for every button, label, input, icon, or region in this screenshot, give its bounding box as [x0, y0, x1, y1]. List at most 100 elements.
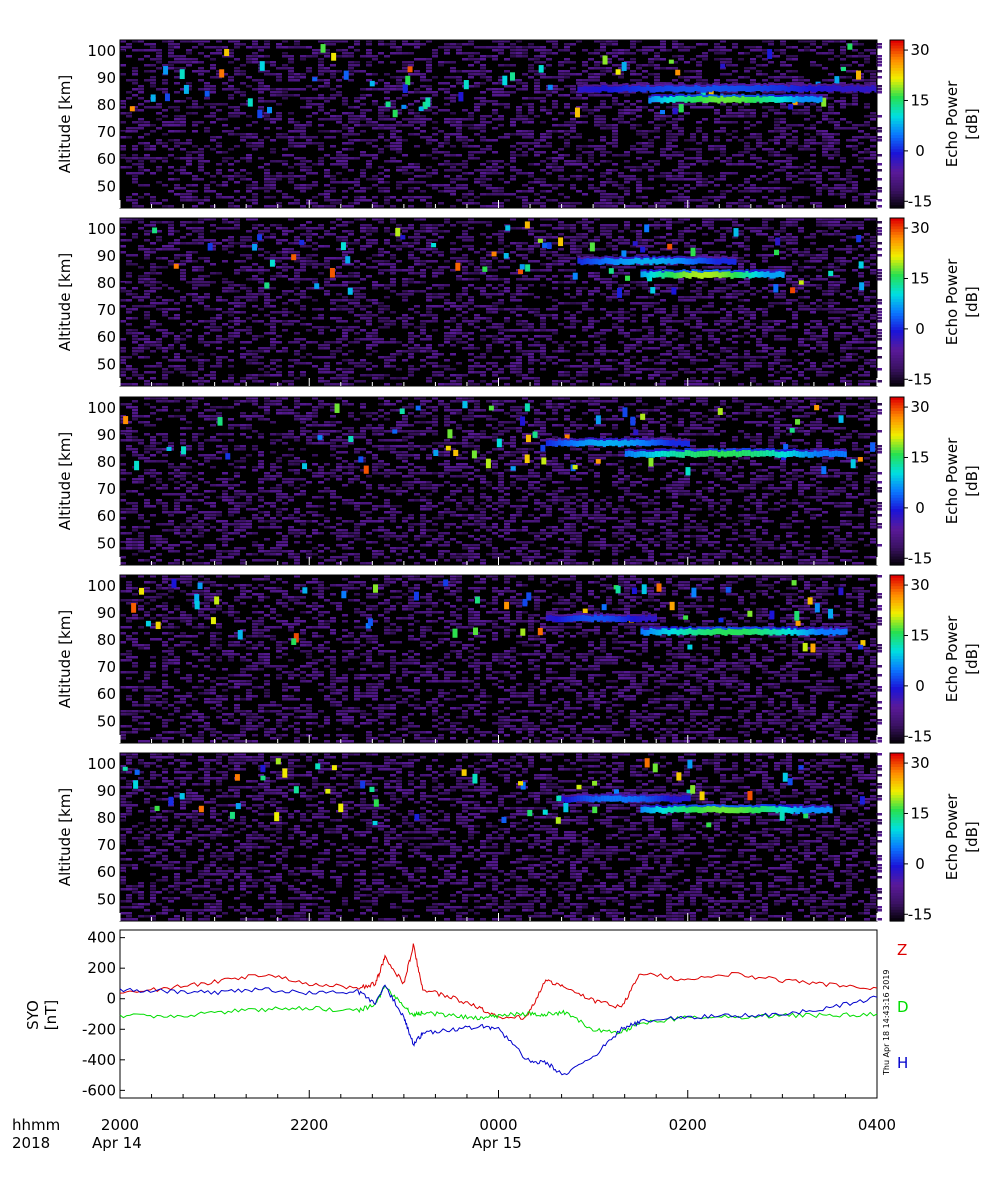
noise-cell	[264, 175, 270, 178]
noise-cell	[846, 260, 852, 263]
noise-cell	[534, 260, 540, 263]
noise-cell	[144, 233, 150, 236]
noise-cell	[750, 287, 756, 290]
noise-cell	[876, 55, 882, 58]
echo-layer-edge	[757, 82, 761, 85]
noise-cell	[534, 46, 540, 49]
noise-cell	[288, 299, 294, 302]
noise-cell	[552, 254, 558, 257]
noise-cell	[126, 46, 132, 49]
noise-cell	[810, 91, 816, 94]
noise-cell	[864, 136, 870, 139]
noise-cell	[288, 248, 294, 251]
noise-cell	[144, 154, 150, 157]
noise-cell	[540, 169, 546, 172]
noise-cell	[684, 196, 690, 199]
noise-cell	[294, 187, 300, 190]
noise-cell	[228, 290, 234, 293]
echo-layer-edge	[685, 84, 689, 87]
noise-cell	[534, 85, 540, 88]
noise-cell	[378, 272, 384, 275]
noise-cell	[564, 281, 570, 284]
noise-cell	[552, 263, 558, 266]
noise-cell	[678, 46, 684, 49]
noise-cell	[150, 287, 156, 290]
noise-cell	[324, 193, 330, 196]
noise-cell	[642, 242, 648, 245]
noise-cell	[684, 139, 690, 142]
noise-cell	[738, 242, 744, 245]
noise-cell	[876, 163, 882, 166]
noise-cell	[612, 103, 618, 106]
noise-cell	[414, 88, 420, 91]
noise-cell	[312, 142, 318, 145]
noise-cell	[168, 43, 174, 46]
noise-cell	[414, 257, 420, 260]
noise-cell	[870, 79, 876, 82]
noise-cell	[702, 118, 708, 121]
noise-cell	[636, 130, 642, 133]
noise-cell	[786, 157, 792, 160]
noise-cell	[258, 79, 264, 82]
noise-cell	[138, 205, 144, 208]
noise-cell	[636, 190, 642, 193]
echo-spike	[509, 72, 515, 81]
noise-cell	[336, 157, 342, 160]
echo-spike	[602, 55, 608, 65]
noise-cell	[612, 193, 618, 196]
noise-cell	[564, 46, 570, 49]
noise-cell	[444, 266, 450, 269]
noise-cell	[174, 58, 180, 61]
noise-cell	[450, 76, 456, 79]
noise-cell	[558, 263, 564, 266]
noise-cell	[180, 199, 186, 202]
noise-cell	[870, 193, 876, 196]
noise-cell	[696, 290, 702, 293]
noise-cell	[600, 248, 606, 251]
noise-cell	[792, 196, 798, 199]
noise-cell	[378, 148, 384, 151]
noise-cell	[714, 112, 720, 115]
noise-cell	[792, 242, 798, 245]
colorbar-step	[890, 191, 904, 195]
noise-cell	[348, 169, 354, 172]
echo-layer-1	[838, 85, 842, 92]
noise-cell	[156, 257, 162, 260]
noise-cell	[762, 260, 768, 263]
noise-cell	[360, 151, 366, 154]
noise-cell	[660, 236, 666, 239]
noise-cell	[444, 221, 450, 224]
noise-cell	[828, 79, 834, 82]
noise-cell	[678, 221, 684, 224]
noise-cell	[624, 91, 630, 94]
noise-cell	[744, 239, 750, 242]
noise-cell	[774, 160, 780, 163]
noise-cell	[276, 79, 282, 82]
echo-layer-edge	[679, 83, 683, 86]
echo-layer-1	[691, 86, 695, 93]
noise-cell	[792, 139, 798, 142]
noise-cell	[348, 221, 354, 224]
noise-cell	[822, 40, 828, 43]
noise-cell	[180, 299, 186, 302]
noise-cell	[714, 254, 720, 257]
noise-cell	[198, 257, 204, 260]
noise-cell	[264, 43, 270, 46]
noise-cell	[408, 187, 414, 190]
noise-cell	[282, 94, 288, 97]
noise-cell	[468, 43, 474, 46]
noise-cell	[348, 67, 354, 70]
noise-cell	[288, 196, 294, 199]
noise-cell	[828, 58, 834, 61]
noise-cell	[126, 79, 132, 82]
noise-cell	[360, 169, 366, 172]
echo-layer-edge	[829, 84, 833, 87]
noise-cell	[540, 224, 546, 227]
noise-cell	[816, 109, 822, 112]
noise-cell	[510, 124, 516, 127]
noise-cell	[378, 263, 384, 266]
noise-cell	[684, 199, 690, 202]
noise-cell	[528, 175, 534, 178]
noise-cell	[528, 218, 534, 221]
noise-cell	[144, 124, 150, 127]
